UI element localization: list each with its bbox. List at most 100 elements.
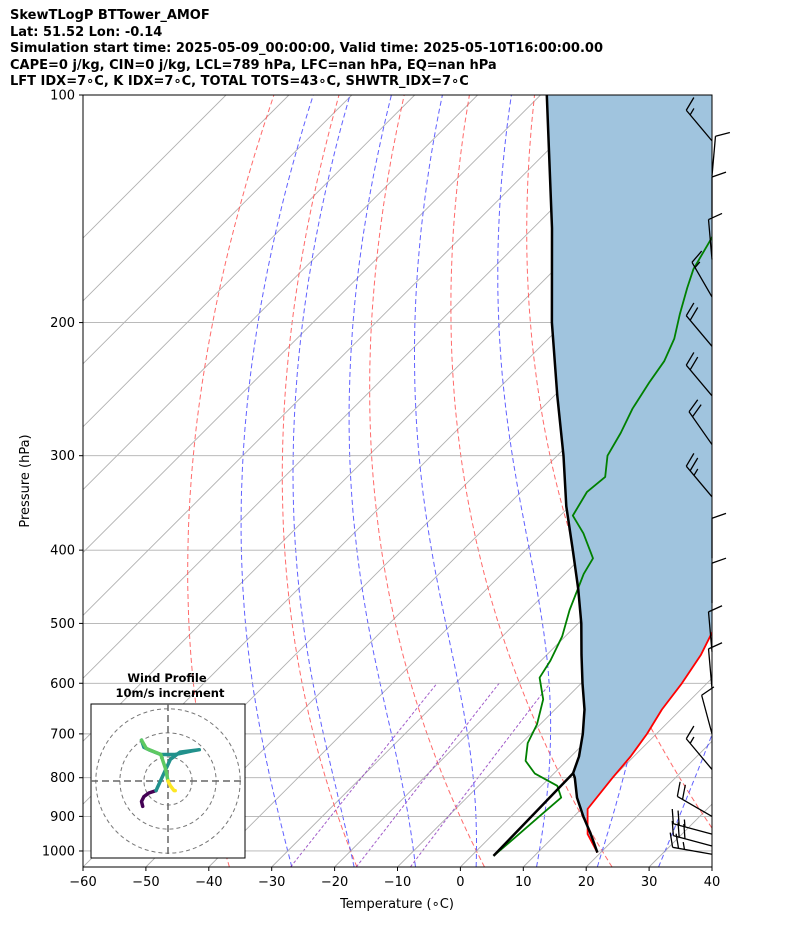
y-tick-label: 400 <box>50 544 75 559</box>
y-tick-label: 600 <box>50 677 75 692</box>
wind-barb <box>676 781 713 817</box>
wind-barb-shaft <box>691 262 713 298</box>
wind-barb-feather <box>689 736 695 744</box>
wind-barb-feather <box>693 468 699 476</box>
x-tick-label: −20 <box>321 875 348 890</box>
wind-barb <box>707 605 723 652</box>
isotherm <box>83 95 478 491</box>
dry-adiabat <box>450 95 613 867</box>
y-tick-label: 500 <box>50 617 75 632</box>
wind-barb <box>685 725 713 770</box>
isotherm <box>711 866 712 867</box>
wind-barb-shaft <box>707 611 713 652</box>
wind-barb-shaft <box>685 364 713 397</box>
wind-barb <box>711 131 731 177</box>
isotherm <box>83 95 227 239</box>
data-lines <box>492 95 712 857</box>
dry-adiabat <box>369 95 485 867</box>
moist-adiabat <box>720 95 794 867</box>
isotherm <box>83 95 541 554</box>
parcel_lcl_dewpoint-line <box>492 772 575 857</box>
wind-barb <box>691 250 713 298</box>
wind-barb-feather <box>671 808 675 824</box>
isotherm <box>522 677 712 867</box>
wind-barb-feather <box>685 453 695 467</box>
moist-adiabat <box>240 95 314 867</box>
isotherm <box>145 300 712 867</box>
wind-barb <box>685 453 713 498</box>
y-tick-label: 700 <box>50 727 75 742</box>
chart-header: SkewTLogP BTTower_AMOF Lat: 51.52 Lon: -… <box>10 8 603 91</box>
time-line: Simulation start time: 2025-05-09_00:00:… <box>10 41 603 56</box>
index-line: LFT IDX=7∘C, K IDX=7∘C, TOTAL TOTS=43∘C,… <box>10 74 469 89</box>
y-tick-label: 1000 <box>42 844 75 859</box>
moist-adiabat <box>658 733 712 867</box>
x-tick-label: −40 <box>195 875 222 890</box>
wind-barb-feather <box>683 819 686 827</box>
wind-barb-shaft <box>685 315 713 347</box>
wind-barb-feather <box>708 642 723 650</box>
isotherm <box>334 488 712 867</box>
dry-adiabat <box>526 95 712 829</box>
x-axis-title: Temperature (∘C) <box>339 897 454 912</box>
cin-shade <box>546 95 712 853</box>
wind-barb-feather <box>689 307 699 321</box>
wind-barb-shaft <box>672 846 713 855</box>
x-tick-label: 40 <box>704 875 721 890</box>
x-tick-label: 0 <box>456 875 464 890</box>
dry-adiabat <box>281 95 358 867</box>
temperature-line <box>586 630 712 854</box>
y-tick-label: 300 <box>50 449 75 464</box>
wind-barb-feather <box>676 781 681 797</box>
stability-line: CAPE=0 j/kg, CIN=0 j/kg, LCL=789 hPa, LF… <box>10 57 497 73</box>
wind-barb-shaft <box>711 136 717 177</box>
isotherm <box>83 95 353 365</box>
wind-barb-feather <box>682 841 686 850</box>
x-tick-label: −60 <box>69 875 96 890</box>
location-line: Lat: 51.52 Lon: -0.14 <box>10 24 163 40</box>
wind-barb <box>707 212 723 260</box>
wind-barb-shaft <box>685 109 713 142</box>
wind-barb-feather <box>708 212 723 221</box>
wind-barb-feather <box>711 171 727 178</box>
wind-barb-feather <box>685 725 695 740</box>
y-tick-label: 800 <box>50 771 75 786</box>
wind-barb-feather <box>685 352 695 366</box>
chart-title: SkewTLogP BTTower_AMOF <box>10 8 210 23</box>
isotherm <box>83 95 416 428</box>
isotherm <box>83 95 290 302</box>
wind-barb-feather <box>681 784 686 800</box>
wind-barb <box>707 642 723 689</box>
wind-barb-feather <box>685 97 695 111</box>
hodograph-trace <box>139 738 170 783</box>
isotherm <box>83 95 667 679</box>
moist-adiabat <box>497 95 552 867</box>
wind-barb-feather <box>688 399 699 413</box>
wind-barb-feather <box>689 356 699 371</box>
wind-barb-feather <box>691 404 702 418</box>
wind-barb-shaft <box>707 219 713 260</box>
wind-barb <box>685 352 713 397</box>
wind-barb <box>711 512 727 559</box>
wind-barb-feather <box>711 512 727 519</box>
parcel-line <box>545 95 599 854</box>
hodograph: Wind Profile 10m/s increment <box>90 671 246 859</box>
y-tick-label: 900 <box>50 810 75 825</box>
dewpoint-line <box>492 235 712 857</box>
x-tick-label: 30 <box>641 875 658 890</box>
wind-barb-feather <box>677 810 680 826</box>
hodograph-title: Wind Profile <box>127 671 207 685</box>
wind-barb-feather <box>669 832 674 848</box>
wind-barb-feather <box>711 557 727 564</box>
wind-barb-feather <box>691 250 703 263</box>
wind-barb <box>685 97 713 142</box>
x-tick-label: −30 <box>258 875 285 890</box>
axis-ticks: −60 −50 −40 −30 −20 −10 0 10 20 30 40 100 200 300 400 5… <box>42 89 720 891</box>
wind-barb-shaft <box>677 795 713 817</box>
wind-barb <box>688 399 713 445</box>
mixing-ratio-line <box>290 682 438 867</box>
isotherm <box>271 426 712 867</box>
moist-adiabat <box>348 95 416 867</box>
wind-barb-shaft <box>701 695 713 735</box>
